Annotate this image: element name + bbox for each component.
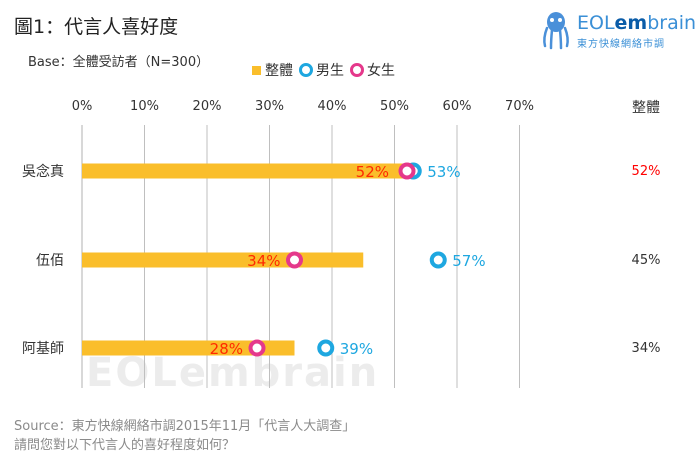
x-tick-label: 20% (193, 99, 222, 114)
total-column-header: 整體 (632, 100, 660, 116)
bar-total (82, 252, 364, 268)
marker-female (398, 162, 416, 180)
marker-male (317, 339, 335, 357)
legend-swatch-total (252, 65, 261, 75)
category-label: 吳念真 (22, 163, 64, 180)
male-value-label: 53% (427, 163, 460, 181)
legend-item-total: 整體 (252, 60, 293, 80)
x-tick-label: 0% (72, 99, 93, 114)
legend-swatch-male (299, 63, 313, 77)
brand-rest: brain (647, 12, 697, 34)
total-side-label: 52% (632, 164, 661, 179)
legend-label-male: 男生 (316, 63, 344, 79)
bar-total (82, 163, 407, 179)
brand-em: em (614, 12, 648, 34)
x-tick-label: 50% (380, 99, 409, 114)
marker-female (286, 251, 303, 269)
legend: 整體 男生 女生 (252, 60, 401, 80)
x-tick-label: 30% (255, 99, 284, 114)
marker-male (429, 251, 447, 269)
chart-subtitle: Base：全體受訪者（N=300） (28, 55, 210, 70)
bar-total (82, 340, 295, 356)
legend-label-female: 女生 (367, 63, 395, 79)
x-tick-label: 10% (130, 99, 159, 114)
category-label: 伍佰 (36, 253, 64, 269)
male-value-label: 39% (340, 340, 373, 358)
legend-label-total: 整體 (265, 63, 293, 79)
legend-item-male: 男生 (299, 60, 344, 80)
brand-name: EOLembrain (577, 12, 696, 34)
source-note: Source：東方快線網絡市調2015年11月「代言人大調查」 請問您對以下代言… (14, 417, 355, 455)
total-side-label: 34% (632, 341, 661, 356)
source-line-2: 請問您對以下代言人的喜好程度如何？ (14, 438, 236, 453)
x-tick-label: 40% (318, 99, 347, 114)
total-side-label: 45% (632, 253, 661, 268)
brand-logo: EOLembrain 東方快線網絡市調 (537, 10, 697, 50)
female-value-label: 34% (247, 252, 280, 270)
legend-item-female: 女生 (350, 60, 395, 80)
x-tick-label: 60% (443, 99, 472, 114)
male-value-label: 57% (452, 252, 485, 270)
brand-tagline: 東方快線網絡市調 (577, 39, 665, 50)
category-label: 阿基師 (22, 340, 64, 357)
female-value-label: 28% (210, 340, 243, 358)
page-title: 圖1：代言人喜好度 (14, 16, 179, 38)
x-tick-label: 70% (505, 99, 534, 114)
robot-mascot-icon (543, 12, 569, 50)
source-line-1: Source：東方快線網絡市調2015年11月「代言人大調查」 (14, 419, 356, 434)
brand-eol: EOL (577, 12, 615, 34)
bar-value-label: 52% (356, 163, 389, 181)
watermark: EOLembrain (86, 350, 380, 396)
marker-female (248, 339, 266, 357)
legend-swatch-female (350, 63, 364, 77)
